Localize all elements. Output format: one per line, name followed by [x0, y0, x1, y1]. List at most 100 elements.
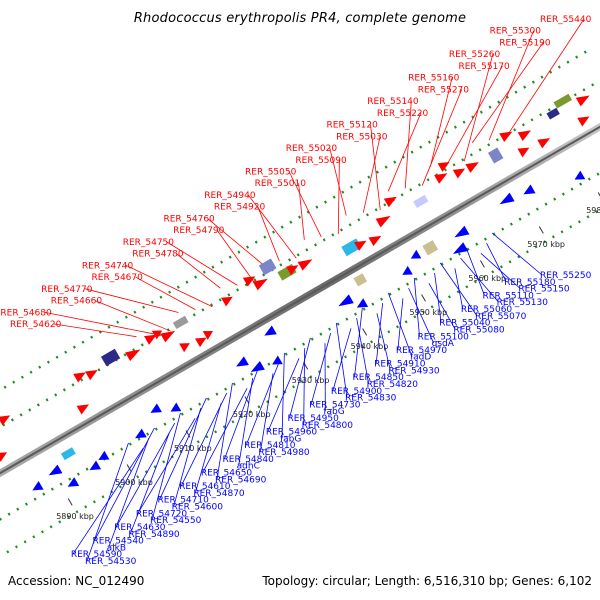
reverse-leader-32 — [194, 403, 222, 494]
reverse-gene-label-20: fabG — [323, 407, 344, 417]
reverse-leader-19 — [310, 332, 332, 405]
forward-leader-9 — [370, 124, 381, 210]
reverse-gene-label-42: RER_54530 — [85, 557, 137, 567]
reverse-gene-arrow-9 — [98, 450, 110, 461]
reverse-gene-label-17: RER_54900 — [331, 387, 383, 397]
forward-gene-label-26: RER_54620 — [10, 320, 62, 330]
reverse-leader-4 — [460, 257, 499, 303]
reverse-gene-arrow-15 — [150, 403, 162, 413]
feature-box-32 — [258, 258, 277, 276]
forward-gene-arrow-53 — [465, 162, 479, 173]
forward-gene-arrow-59 — [517, 130, 532, 141]
forward-leader-22 — [135, 276, 196, 310]
forward-gene-label-5: RER_55160 — [408, 74, 460, 84]
reverse-gene-label-5: RER_55060 — [461, 305, 513, 315]
reverse-gene-label-33: RER_54710 — [158, 496, 210, 506]
reverse-gene-label-4: RER_55130 — [497, 298, 549, 308]
reverse-gene-label-29: RER_54650 — [201, 468, 253, 478]
reverse-gene-label-37: RER_54630 — [114, 523, 166, 533]
forward-gene-arrow-45 — [383, 196, 397, 208]
reverse-leader-1 — [486, 242, 507, 282]
reverse-gene-label-9: RER_55100 — [418, 332, 470, 342]
forward-leader-14 — [298, 183, 305, 240]
reverse-leader-36 — [151, 412, 181, 521]
forward-leader-16 — [257, 206, 280, 262]
forward-gene-label-19: RER_54750 — [123, 238, 175, 248]
scale-tick-label-9: 5980 kbp — [586, 206, 600, 215]
scale-tick-label-3: 5920 kbp — [233, 410, 271, 419]
feature-box-47 — [413, 194, 429, 208]
map-title: Rhodococcus erythropolis PR4, complete g… — [133, 11, 467, 26]
forward-gene-arrow-31 — [252, 278, 268, 291]
forward-gene-label-6: RER_55270 — [418, 85, 470, 95]
feature-box-38 — [353, 273, 368, 287]
forward-gene-label-9: RER_55120 — [327, 121, 379, 131]
reverse-leader-6 — [439, 262, 478, 317]
forward-leader-23 — [85, 288, 179, 313]
backbone-core — [0, 125, 600, 475]
forward-gene-label-7: RER_55140 — [367, 97, 419, 107]
reverse-gene-label-13: RER_54910 — [374, 360, 426, 370]
scale-tick-mark-8 — [538, 226, 544, 234]
reverse-gene-arrow-48 — [452, 242, 469, 255]
reverse-leader-38 — [129, 433, 170, 534]
reverse-gene-arrow-36 — [338, 294, 354, 307]
reverse-gene-arrow-42 — [402, 265, 413, 275]
forward-gene-label-11: RER_55020 — [286, 144, 338, 154]
forward-gene-label-3: RER_55260 — [449, 50, 501, 60]
reverse-leader-27 — [224, 367, 259, 459]
reverse-gene-arrow-6 — [67, 477, 80, 487]
reverse-gene-arrow-56 — [523, 184, 536, 195]
forward-gene-arrow-4 — [0, 415, 11, 426]
reverse-gene-label-7: RER_55040 — [439, 319, 491, 329]
forward-gene-arrow-24 — [202, 330, 214, 340]
reverse-leader-24 — [281, 352, 285, 439]
forward-gene-arrow-18 — [144, 334, 157, 345]
forward-gene-arrow-11 — [73, 372, 86, 383]
reverse-leader-34 — [173, 407, 202, 507]
scale-tick-label-0: 5890 kbp — [56, 512, 94, 521]
reverse-leader-0 — [491, 232, 543, 276]
forward-leader-2 — [471, 42, 544, 144]
feature-box-55 — [487, 147, 504, 164]
reverse-leader-37 — [115, 422, 176, 528]
genome-stats-text: Topology: circular; Length: 6,516,310 bp… — [262, 574, 592, 588]
reverse-gene-label-34: RER_54600 — [172, 503, 224, 513]
reverse-gene-arrow-5 — [48, 464, 63, 476]
reverse-leader-10 — [408, 287, 435, 344]
dotted-guide-0 — [0, 46, 594, 392]
reverse-gene-label-26: RER_54980 — [258, 448, 310, 458]
reverse-gene-label-27: RER_54840 — [223, 455, 275, 465]
scale-tick-label-5: 5940 kbp — [351, 342, 389, 351]
reverse-leader-26 — [259, 373, 274, 453]
forward-gene-label-21: RER_54740 — [82, 261, 134, 271]
forward-gene-label-4: RER_55170 — [458, 62, 510, 72]
reverse-gene-label-22: RER_54800 — [302, 421, 354, 431]
feature-box-14 — [100, 348, 121, 367]
reverse-gene-label-6: RER_55070 — [475, 312, 527, 322]
forward-leader-21 — [125, 264, 213, 308]
reverse-gene-label-41: RER_54590 — [71, 550, 123, 560]
reverse-gene-label-21: RER_54950 — [288, 414, 340, 424]
reverse-gene-arrow-49 — [454, 225, 470, 238]
forward-leader-17 — [207, 218, 263, 265]
forward-gene-arrow-43 — [375, 215, 391, 228]
label-leaders — [44, 18, 585, 562]
reverse-gene-arrow-26 — [250, 360, 265, 373]
reverse-leader-16 — [356, 318, 370, 385]
reverse-leader-39 — [94, 427, 155, 541]
forward-gene-arrow-51 — [437, 162, 450, 172]
reverse-gene-arrow-29 — [264, 325, 277, 336]
forward-leader-11 — [329, 147, 347, 216]
forward-gene-arrow-41 — [368, 235, 382, 247]
reverse-gene-arrow-37 — [356, 298, 369, 308]
scale-tick-mark-7 — [479, 260, 485, 268]
reverse-leader-30 — [216, 382, 233, 480]
reverse-leader-11 — [397, 298, 404, 350]
reverse-gene-label-18: RER_54830 — [345, 394, 397, 404]
forward-leader-10 — [362, 136, 381, 213]
reverse-gene-label-35: RER_54720 — [136, 509, 188, 519]
scale-tick-label-7: 5960 kbp — [468, 274, 506, 283]
reverse-gene-arrow-3 — [32, 481, 44, 491]
